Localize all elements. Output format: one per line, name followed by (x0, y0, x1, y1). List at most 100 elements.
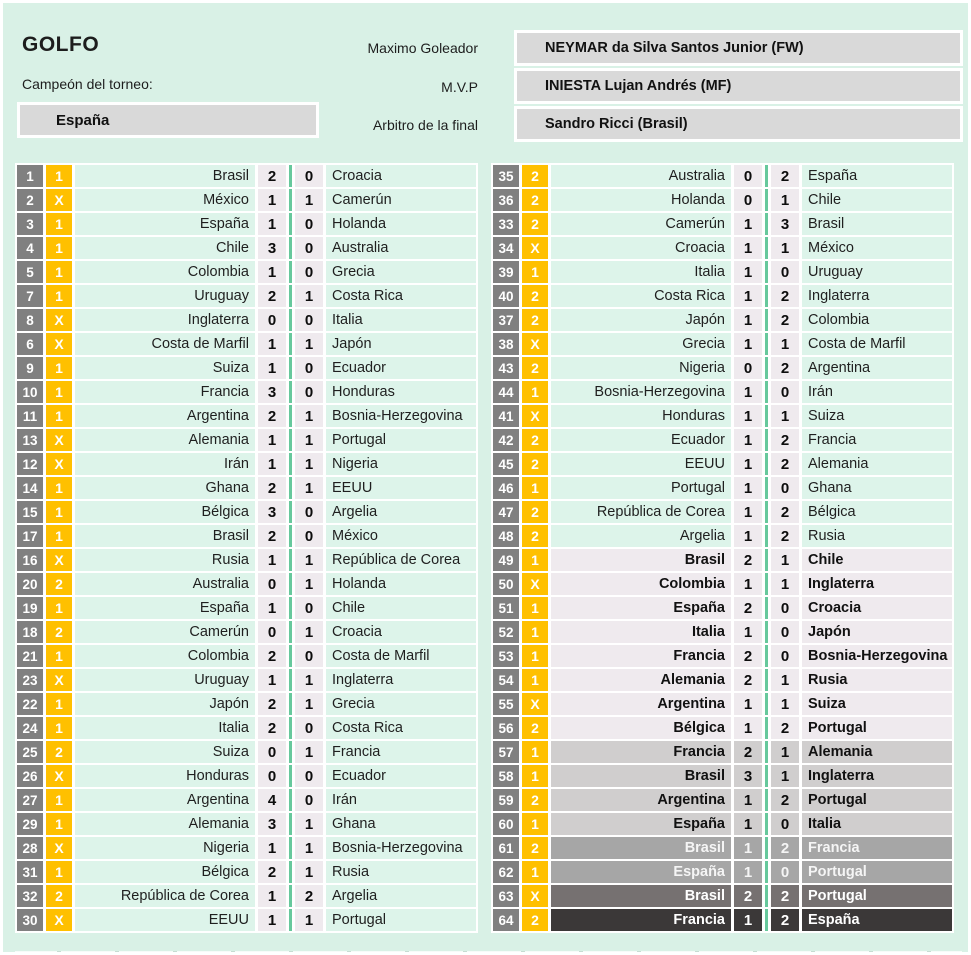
away-score-cell[interactable]: 0 (771, 261, 799, 283)
away-team-cell[interactable]: Argentina (802, 357, 952, 379)
away-team-cell[interactable]: Chile (326, 597, 476, 619)
home-score-cell[interactable]: 1 (258, 333, 286, 355)
prediction-badge[interactable]: 1 (46, 717, 72, 739)
home-score-cell[interactable]: 1 (258, 189, 286, 211)
home-score-cell[interactable]: 1 (734, 405, 762, 427)
home-score-cell[interactable]: 2 (258, 525, 286, 547)
home-score-cell[interactable]: 1 (734, 237, 762, 259)
home-score-cell[interactable]: 1 (734, 285, 762, 307)
prediction-badge[interactable]: X (522, 237, 548, 259)
home-team-cell[interactable]: Australia (551, 165, 731, 187)
away-team-cell[interactable]: Holanda (326, 213, 476, 235)
match-number-badge[interactable]: 18 (17, 621, 43, 643)
away-score-cell[interactable]: 0 (771, 381, 799, 403)
prediction-badge[interactable]: X (46, 765, 72, 787)
match-number-badge[interactable]: 7 (17, 285, 43, 307)
match-number-badge[interactable]: 62 (493, 861, 519, 883)
home-team-cell[interactable]: España (551, 861, 731, 883)
away-score-cell[interactable]: 2 (771, 453, 799, 475)
home-team-cell[interactable]: Japón (75, 693, 255, 715)
match-number-badge[interactable]: 17 (17, 525, 43, 547)
home-score-cell[interactable]: 1 (734, 429, 762, 451)
prediction-badge[interactable]: 2 (522, 909, 548, 931)
away-team-cell[interactable]: Croacia (802, 597, 952, 619)
home-score-cell[interactable]: 1 (734, 861, 762, 883)
home-score-cell[interactable]: 3 (258, 813, 286, 835)
match-number-badge[interactable]: 64 (493, 909, 519, 931)
prediction-badge[interactable]: X (46, 333, 72, 355)
home-team-cell[interactable]: EEUU (551, 453, 731, 475)
away-score-cell[interactable]: 0 (771, 813, 799, 835)
away-score-cell[interactable]: 1 (295, 741, 323, 763)
home-team-cell[interactable]: Alemania (75, 429, 255, 451)
away-score-cell[interactable]: 2 (771, 837, 799, 859)
match-number-badge[interactable]: 43 (493, 357, 519, 379)
home-score-cell[interactable]: 2 (734, 597, 762, 619)
away-score-cell[interactable]: 2 (771, 357, 799, 379)
match-number-badge[interactable]: 63 (493, 885, 519, 907)
home-team-cell[interactable]: Brasil (75, 525, 255, 547)
home-team-cell[interactable]: EEUU (75, 909, 255, 931)
away-score-cell[interactable]: 1 (295, 669, 323, 691)
prediction-badge[interactable]: X (46, 309, 72, 331)
away-team-cell[interactable]: Costa de Marfil (802, 333, 952, 355)
mvp-cell[interactable]: INIESTA Lujan Andrés (MF) (514, 68, 963, 104)
prediction-badge[interactable]: 2 (522, 189, 548, 211)
away-score-cell[interactable]: 2 (771, 309, 799, 331)
home-team-cell[interactable]: Bélgica (551, 717, 731, 739)
away-team-cell[interactable]: Argelia (326, 501, 476, 523)
home-team-cell[interactable]: Croacia (551, 237, 731, 259)
away-score-cell[interactable]: 0 (295, 357, 323, 379)
prediction-badge[interactable]: X (46, 189, 72, 211)
away-team-cell[interactable]: Bosnia-Herzegovina (326, 837, 476, 859)
match-number-badge[interactable]: 60 (493, 813, 519, 835)
home-team-cell[interactable]: España (551, 813, 731, 835)
match-number-badge[interactable]: 56 (493, 717, 519, 739)
home-score-cell[interactable]: 2 (258, 693, 286, 715)
away-team-cell[interactable]: Bosnia-Herzegovina (326, 405, 476, 427)
away-score-cell[interactable]: 1 (771, 189, 799, 211)
home-team-cell[interactable]: Inglaterra (75, 309, 255, 331)
home-team-cell[interactable]: Italia (75, 717, 255, 739)
away-score-cell[interactable]: 1 (295, 909, 323, 931)
home-team-cell[interactable]: Brasil (75, 165, 255, 187)
home-team-cell[interactable]: Italia (551, 621, 731, 643)
prediction-badge[interactable]: 1 (522, 861, 548, 883)
match-number-badge[interactable]: 53 (493, 645, 519, 667)
home-team-cell[interactable]: Ghana (75, 477, 255, 499)
away-score-cell[interactable]: 1 (295, 189, 323, 211)
away-team-cell[interactable]: Suiza (802, 405, 952, 427)
away-score-cell[interactable]: 1 (295, 285, 323, 307)
home-score-cell[interactable]: 1 (258, 453, 286, 475)
match-number-badge[interactable]: 22 (17, 693, 43, 715)
match-number-badge[interactable]: 10 (17, 381, 43, 403)
home-team-cell[interactable]: España (75, 597, 255, 619)
prediction-badge[interactable]: 1 (46, 165, 72, 187)
away-score-cell[interactable]: 1 (771, 741, 799, 763)
away-team-cell[interactable]: Francia (802, 837, 952, 859)
prediction-badge[interactable]: 1 (46, 789, 72, 811)
match-number-badge[interactable]: 4 (17, 237, 43, 259)
away-team-cell[interactable]: México (802, 237, 952, 259)
match-number-badge[interactable]: 34 (493, 237, 519, 259)
match-number-badge[interactable]: 29 (17, 813, 43, 835)
away-score-cell[interactable]: 0 (771, 645, 799, 667)
match-number-badge[interactable]: 40 (493, 285, 519, 307)
away-score-cell[interactable]: 2 (771, 285, 799, 307)
prediction-badge[interactable]: 1 (46, 381, 72, 403)
home-score-cell[interactable]: 0 (258, 741, 286, 763)
home-team-cell[interactable]: Colombia (551, 573, 731, 595)
home-team-cell[interactable]: Colombia (75, 645, 255, 667)
match-number-badge[interactable]: 46 (493, 477, 519, 499)
away-score-cell[interactable]: 0 (295, 645, 323, 667)
away-team-cell[interactable]: Irán (802, 381, 952, 403)
prediction-badge[interactable]: 2 (522, 525, 548, 547)
home-score-cell[interactable]: 2 (258, 405, 286, 427)
match-number-badge[interactable]: 59 (493, 789, 519, 811)
away-team-cell[interactable]: Costa de Marfil (326, 645, 476, 667)
prediction-badge[interactable]: 1 (46, 501, 72, 523)
away-team-cell[interactable]: Bélgica (802, 501, 952, 523)
away-score-cell[interactable]: 2 (771, 501, 799, 523)
away-score-cell[interactable]: 0 (771, 621, 799, 643)
home-team-cell[interactable]: Chile (75, 237, 255, 259)
